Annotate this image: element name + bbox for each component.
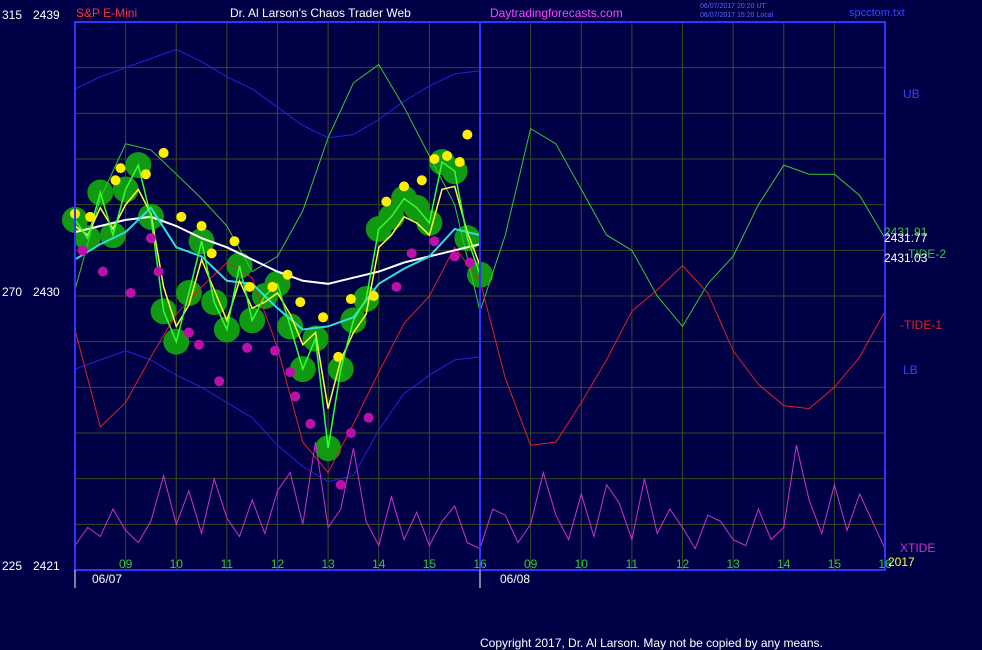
y-price-mid: 2430 (33, 285, 60, 299)
low-marker (269, 345, 280, 356)
high-marker (399, 181, 410, 192)
high-marker (318, 312, 329, 323)
low-marker (214, 376, 225, 387)
high-marker (368, 291, 379, 301)
x-tick-label: 15 (828, 557, 842, 571)
legend-tide2: TIDE-2 (908, 247, 946, 261)
high-marker (295, 297, 306, 308)
low-marker (335, 479, 346, 490)
high-marker (176, 211, 187, 222)
y-code-mid: 270 (2, 285, 22, 299)
date-label-2: 06/08 (500, 572, 530, 586)
timestamp-local: 06/07/2017 15:20 Local (700, 12, 774, 19)
series-ma-yellow (74, 185, 481, 409)
low-marker (125, 287, 136, 298)
high-marker (345, 294, 356, 305)
x-tick-label: 11 (626, 557, 639, 571)
value-label-3: 2431.03 (884, 251, 928, 265)
legend-lb: LB (903, 363, 918, 377)
timestamp-ut: 06/07/2017 20:20 UT (700, 3, 766, 10)
x-tick-label: 13 (726, 557, 740, 571)
x-tick-label: 14 (372, 557, 386, 571)
x-tick-label: 10 (575, 557, 589, 571)
low-marker (345, 428, 356, 438)
high-marker (381, 196, 392, 207)
high-marker (115, 163, 126, 174)
series-ma-cyan (74, 206, 481, 331)
legend-xtide: XTIDE (900, 541, 935, 555)
high-marker (196, 220, 207, 231)
high-marker (333, 351, 344, 362)
high-marker (158, 147, 169, 158)
x-tick-label: 09 (524, 557, 538, 571)
instrument-label: S&P E-Mini (76, 6, 137, 20)
low-marker (145, 233, 156, 244)
low-marker (242, 342, 253, 353)
series-ma-white (74, 215, 481, 285)
low-marker (194, 339, 205, 350)
series-price (74, 160, 481, 449)
y-code-top: 315 (2, 8, 22, 22)
filename-label: spcctom.txt (849, 7, 905, 19)
high-marker (267, 281, 278, 292)
series-lb (74, 350, 481, 483)
low-marker (363, 412, 374, 423)
year-label: 2017 (888, 555, 915, 569)
pivot-markers (70, 129, 475, 490)
low-marker (391, 281, 402, 292)
x-tick-label: 10 (170, 557, 184, 571)
high-marker (244, 281, 255, 292)
high-marker (140, 169, 151, 180)
y-price-top: 2439 (33, 8, 60, 22)
value-label-1: 2431.91 (884, 225, 928, 239)
x-tick-label: 16 (473, 557, 487, 571)
low-marker (77, 245, 88, 256)
high-marker (429, 154, 440, 164)
x-tick-label: 15 (423, 557, 437, 571)
high-marker (454, 157, 465, 168)
low-marker (97, 266, 108, 277)
x-tick-label: 13 (321, 557, 335, 571)
series-ub (74, 48, 481, 139)
x-tick-label: 16 (878, 557, 892, 571)
chart-title: Dr. Al Larson's Chaos Trader Web (230, 6, 411, 20)
low-marker (183, 327, 194, 338)
copyright: Copyright 2017, Dr. Al Larson. May not b… (480, 636, 823, 650)
date-label-1: 06/07 (92, 572, 122, 586)
high-marker (282, 269, 293, 280)
x-axis-labels: 09 10 11 12 13 14 15 16 09 10 11 12 13 14 15 16 (119, 557, 892, 571)
low-marker (449, 251, 460, 262)
x-tick-label: 14 (777, 557, 791, 571)
y-code-bottom: 225 (2, 559, 22, 573)
high-marker (110, 175, 121, 186)
low-marker (464, 257, 475, 268)
value-label-2: 2431.77 (884, 231, 928, 245)
legend-ub: UB (903, 87, 920, 101)
high-marker (85, 211, 96, 222)
x-tick-label: 11 (221, 557, 234, 571)
high-marker (229, 236, 240, 247)
high-marker (206, 248, 217, 259)
site-link[interactable]: Daytradingforecasts.com (490, 6, 623, 20)
low-marker (153, 266, 164, 277)
high-marker (462, 129, 473, 140)
low-marker (305, 418, 316, 429)
low-marker (429, 236, 440, 247)
high-marker (442, 150, 453, 161)
x-tick-label: 12 (676, 557, 690, 571)
legend-tide1: -TIDE-1 (900, 318, 942, 332)
low-marker (285, 367, 296, 378)
chart-frame (74, 21, 886, 588)
high-marker (416, 175, 427, 186)
y-price-bottom: 2421 (33, 559, 60, 573)
low-marker (406, 248, 417, 259)
x-tick-label: 12 (271, 557, 285, 571)
x-tick-label: 09 (119, 557, 133, 571)
low-marker (290, 391, 301, 402)
